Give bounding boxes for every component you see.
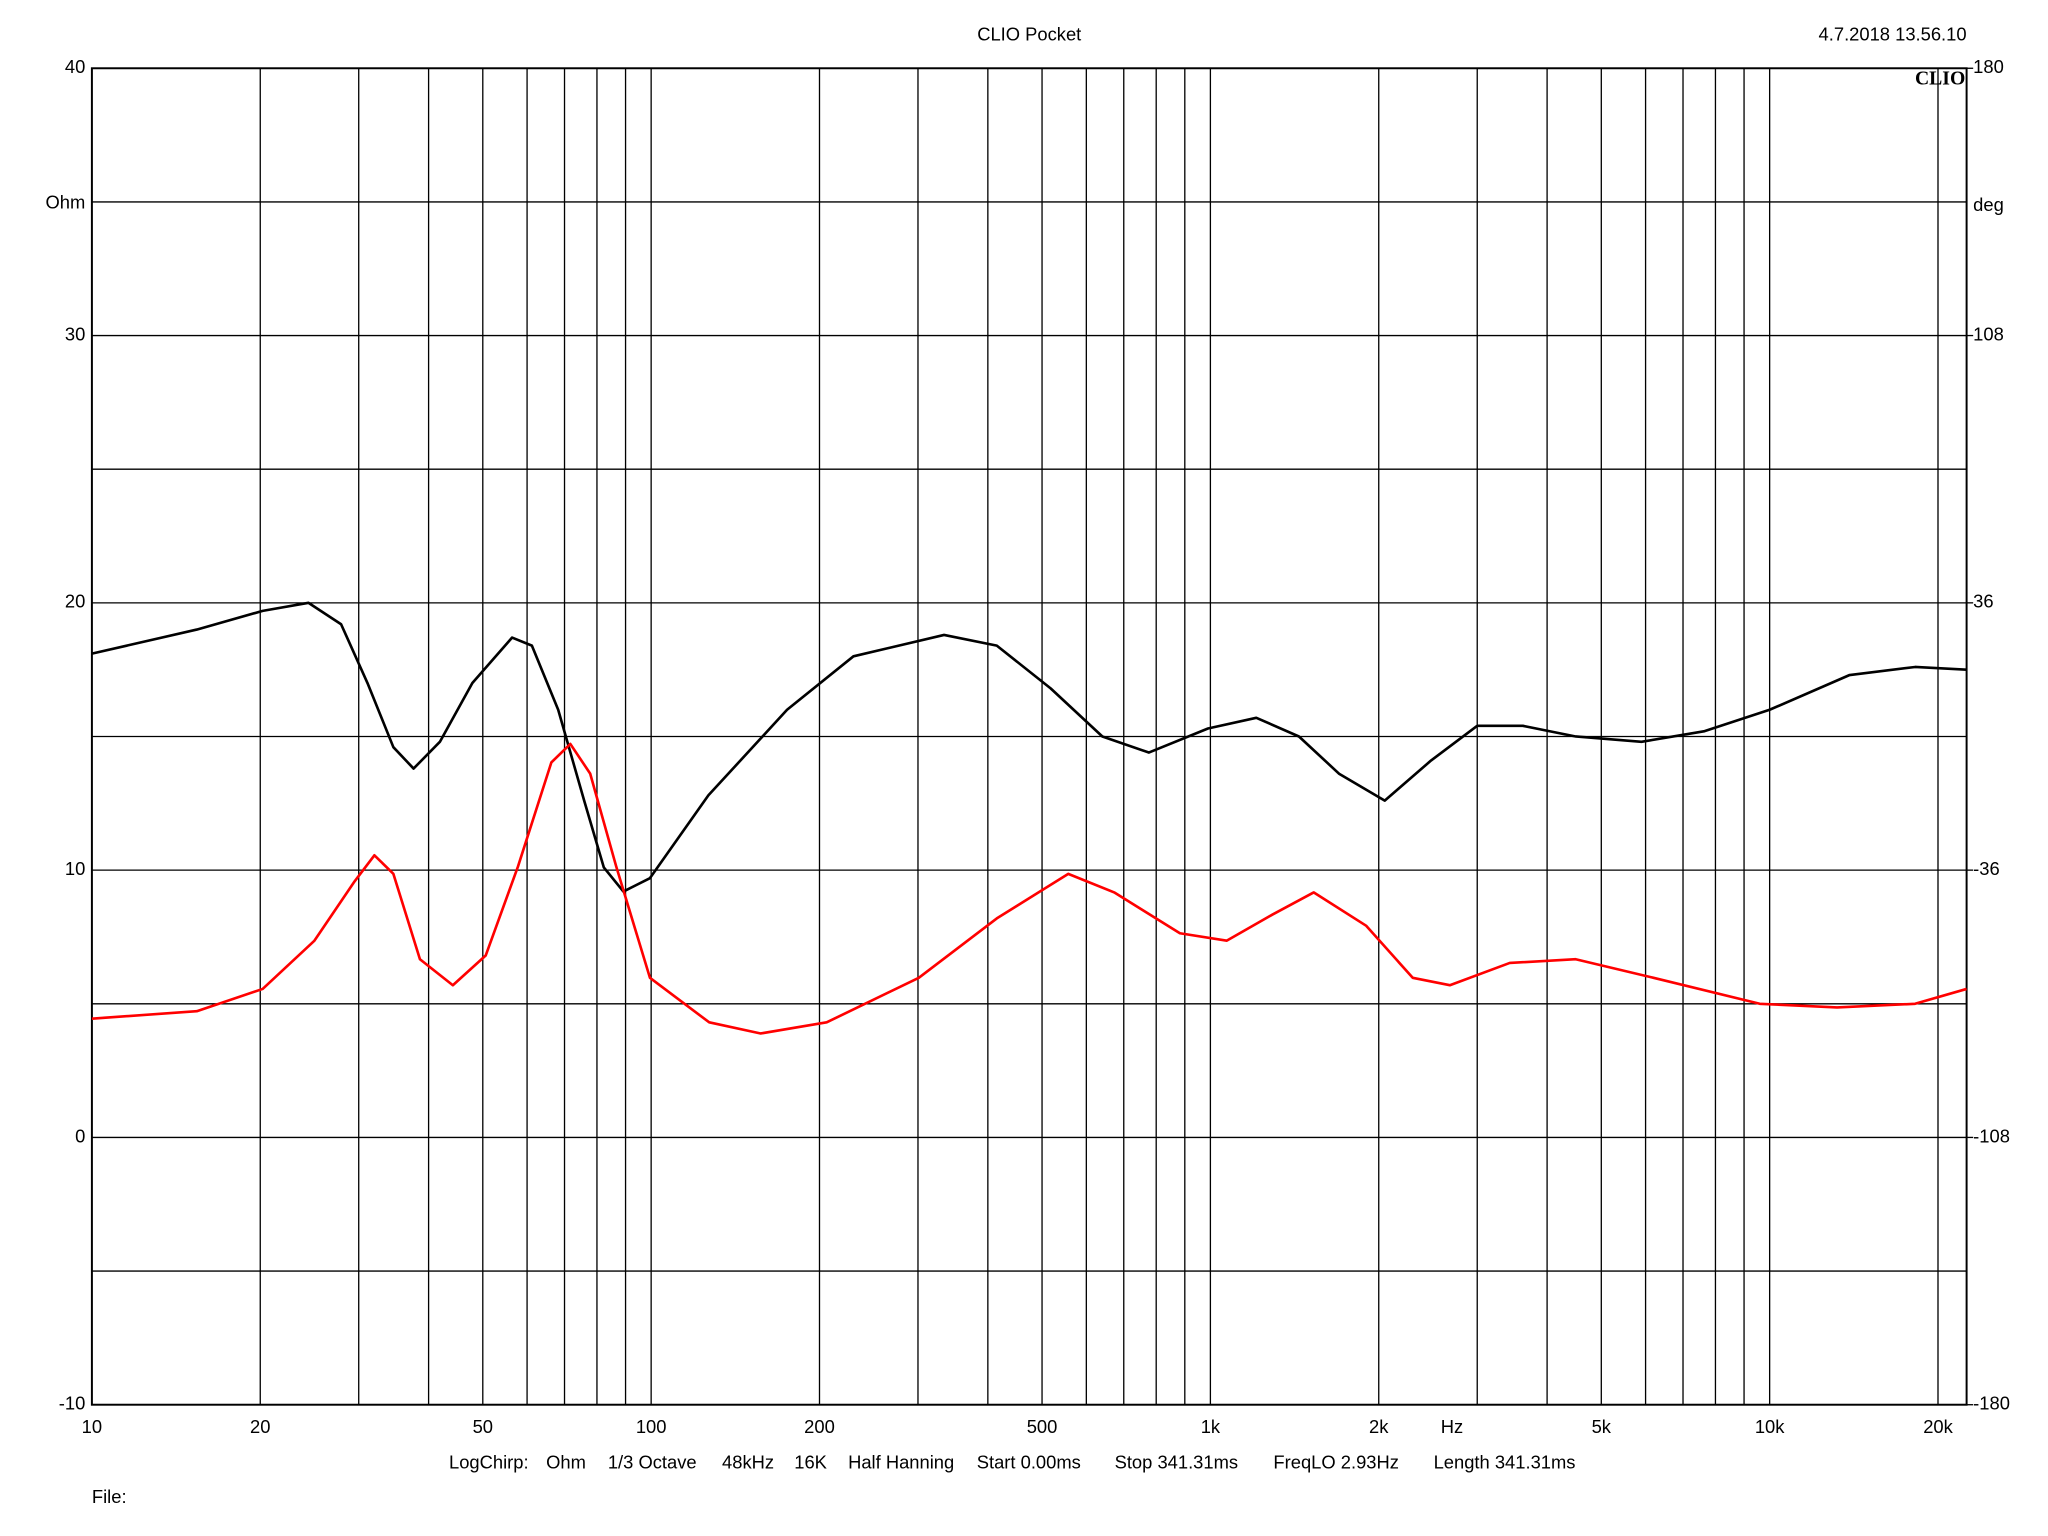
x-tick-label: 500 bbox=[1027, 1416, 1058, 1437]
y2-tick-label: -108 bbox=[1973, 1125, 2010, 1146]
settings-item: Start 0.00ms bbox=[977, 1452, 1081, 1473]
settings-item: 16K bbox=[794, 1452, 827, 1473]
settings-item: LogChirp: bbox=[449, 1452, 529, 1473]
x-tick-label: 100 bbox=[636, 1416, 667, 1437]
plot-frame bbox=[90, 67, 1968, 1406]
timestamp: 4.7.2018 13.56.10 bbox=[1819, 23, 1967, 44]
y2-tick-label: -180 bbox=[1973, 1393, 2010, 1414]
settings-item: Ohm bbox=[546, 1452, 586, 1473]
settings-item: FreqLO 2.93Hz bbox=[1273, 1452, 1399, 1473]
y-tick-label: -10 bbox=[59, 1393, 86, 1414]
x-tick-label: 5k bbox=[1592, 1416, 1612, 1437]
x-tick-label: 20k bbox=[1923, 1416, 1953, 1437]
y2-tick-label: 36 bbox=[1973, 591, 1993, 612]
x-tick-label: 50 bbox=[473, 1416, 493, 1437]
x-tick-label: 10k bbox=[1755, 1416, 1785, 1437]
x-tick-label: 200 bbox=[804, 1416, 835, 1437]
y-tick-label: 10 bbox=[65, 858, 85, 879]
y-tick-label: 30 bbox=[65, 323, 85, 344]
y-tick-label: 20 bbox=[65, 591, 85, 612]
y-axis-label: Ohm bbox=[46, 191, 86, 212]
settings-item: Length 341.31ms bbox=[1434, 1452, 1576, 1473]
y2-axis-label: deg bbox=[1973, 194, 2004, 215]
x-tick-label: 10 bbox=[82, 1416, 102, 1437]
logo: CLIO bbox=[1915, 68, 1965, 90]
settings-item: 1/3 Octave bbox=[608, 1452, 697, 1473]
x-tick-label: 2k bbox=[1369, 1416, 1389, 1437]
series-line bbox=[91, 742, 1967, 1035]
x-axis-unit: Hz bbox=[1441, 1416, 1463, 1437]
y2-tick-label: 108 bbox=[1973, 323, 2004, 344]
chart-title: CLIO Pocket bbox=[977, 23, 1081, 44]
y2-tick-label: -36 bbox=[1973, 858, 2000, 879]
y2-tick-label: 180 bbox=[1973, 56, 2004, 77]
x-tick-label: 1k bbox=[1201, 1416, 1221, 1437]
file-label: File: bbox=[92, 1486, 127, 1507]
settings-item: 48kHz bbox=[722, 1452, 774, 1473]
y-tick-label: 0 bbox=[75, 1125, 85, 1146]
series-line bbox=[91, 601, 1967, 893]
settings-item: Half Hanning bbox=[848, 1452, 954, 1473]
settings-item: Stop 341.31ms bbox=[1115, 1452, 1239, 1473]
x-tick-label: 20 bbox=[250, 1416, 270, 1437]
y-tick-label: 40 bbox=[65, 56, 85, 77]
